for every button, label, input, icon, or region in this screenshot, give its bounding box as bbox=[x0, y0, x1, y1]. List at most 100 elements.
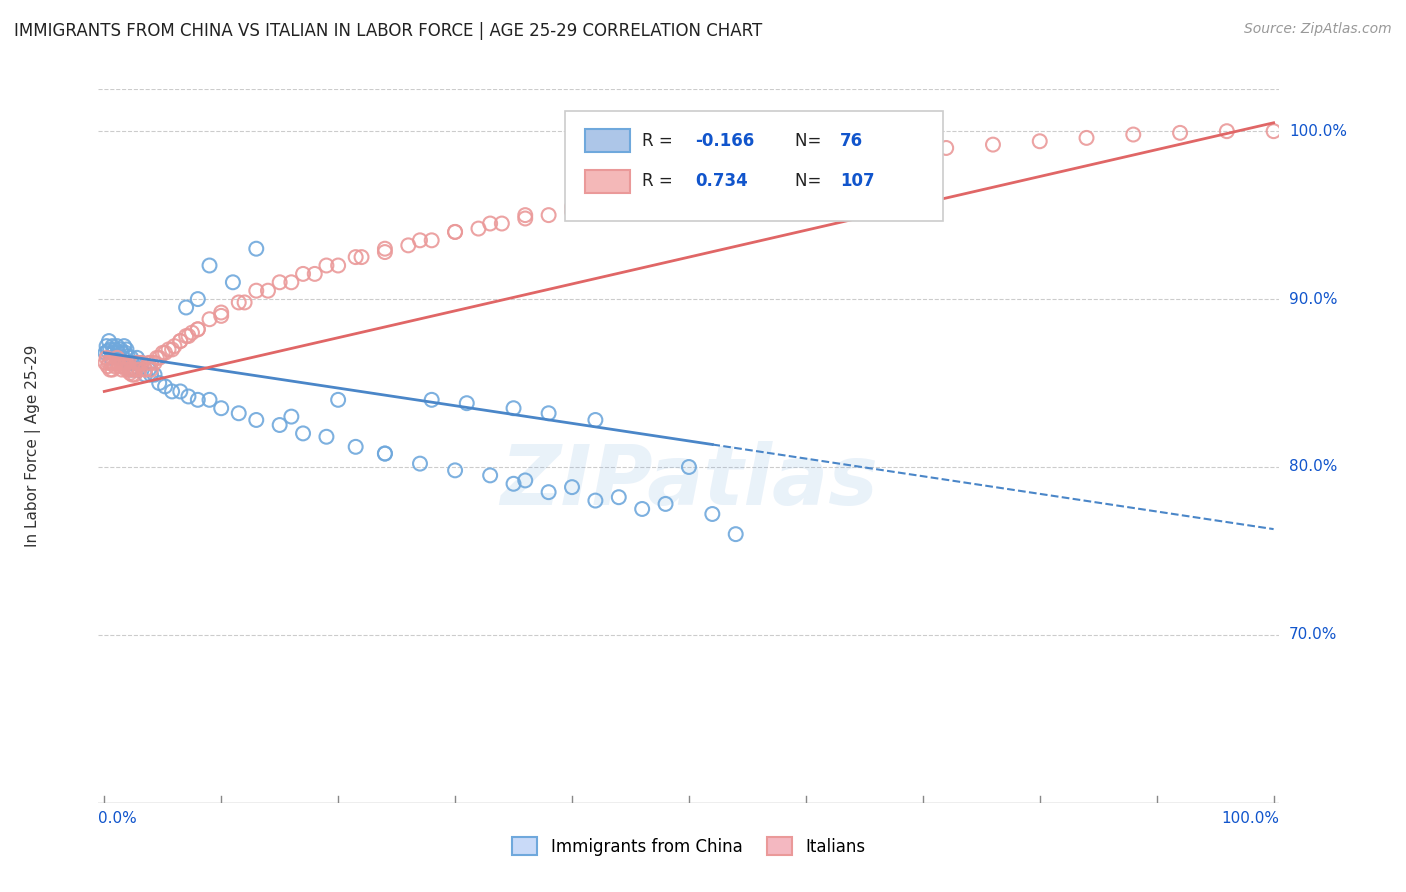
Point bbox=[100, 351, 122, 365]
Point bbox=[935, 141, 957, 155]
Point bbox=[515, 211, 537, 226]
Point bbox=[607, 194, 630, 209]
Point bbox=[374, 245, 396, 260]
Point bbox=[245, 284, 267, 298]
Point bbox=[104, 356, 127, 370]
Point bbox=[187, 322, 209, 336]
Point bbox=[724, 175, 747, 189]
Text: In Labor Force | Age 25-29: In Labor Force | Age 25-29 bbox=[25, 345, 41, 547]
Point bbox=[110, 356, 132, 370]
Point bbox=[105, 351, 128, 365]
Point bbox=[444, 463, 467, 477]
Point bbox=[187, 392, 209, 407]
Point bbox=[304, 267, 326, 281]
Point bbox=[583, 413, 606, 427]
Point bbox=[104, 349, 127, 363]
Text: R =: R = bbox=[641, 132, 678, 150]
Point bbox=[124, 356, 146, 370]
Point bbox=[479, 468, 502, 483]
Point bbox=[315, 259, 337, 273]
Point bbox=[160, 343, 183, 357]
Point bbox=[724, 527, 747, 541]
Point bbox=[111, 356, 134, 370]
Point bbox=[583, 200, 606, 214]
Text: N=: N= bbox=[796, 171, 827, 189]
Point bbox=[1216, 124, 1239, 138]
Point bbox=[889, 145, 911, 159]
Point bbox=[269, 275, 291, 289]
Point bbox=[181, 326, 204, 340]
Point bbox=[134, 362, 156, 376]
Point bbox=[105, 339, 128, 353]
Point bbox=[654, 183, 676, 197]
FancyBboxPatch shape bbox=[565, 111, 943, 221]
Point bbox=[103, 356, 125, 370]
Point bbox=[702, 175, 724, 189]
Text: N=: N= bbox=[796, 132, 827, 150]
Point bbox=[198, 259, 221, 273]
Point bbox=[112, 359, 135, 374]
Point bbox=[118, 362, 141, 376]
Point bbox=[344, 250, 367, 264]
Point bbox=[139, 368, 162, 382]
Point bbox=[169, 334, 191, 348]
Point bbox=[103, 346, 125, 360]
Point bbox=[97, 356, 120, 370]
Point bbox=[111, 346, 134, 360]
Point bbox=[374, 242, 396, 256]
Point bbox=[139, 356, 162, 370]
Point bbox=[502, 476, 524, 491]
Point bbox=[153, 346, 176, 360]
Point bbox=[502, 401, 524, 416]
Text: 70.0%: 70.0% bbox=[1289, 627, 1337, 642]
Point bbox=[125, 351, 148, 365]
Point bbox=[245, 242, 267, 256]
Point bbox=[209, 309, 232, 323]
Point bbox=[794, 158, 817, 172]
Point bbox=[702, 507, 724, 521]
Point bbox=[1263, 124, 1285, 138]
Point bbox=[607, 490, 630, 504]
Point bbox=[678, 460, 700, 475]
Point bbox=[117, 359, 139, 374]
Point bbox=[607, 191, 630, 205]
Point bbox=[280, 409, 302, 424]
Point bbox=[163, 339, 186, 353]
Point bbox=[152, 346, 174, 360]
Point bbox=[120, 362, 142, 376]
Point bbox=[479, 217, 502, 231]
Point bbox=[114, 346, 136, 360]
Point bbox=[125, 362, 148, 376]
Text: Source: ZipAtlas.com: Source: ZipAtlas.com bbox=[1244, 22, 1392, 37]
Point bbox=[157, 343, 180, 357]
Point bbox=[257, 284, 280, 298]
Point bbox=[100, 356, 122, 370]
Point bbox=[222, 275, 245, 289]
Point bbox=[125, 356, 148, 370]
Point bbox=[104, 343, 127, 357]
Text: ZIPatlas: ZIPatlas bbox=[501, 442, 877, 522]
Point bbox=[702, 178, 724, 192]
Point bbox=[121, 368, 143, 382]
Point bbox=[107, 356, 129, 370]
Point bbox=[143, 356, 166, 370]
Point bbox=[561, 200, 583, 214]
Point bbox=[97, 344, 120, 359]
Point bbox=[748, 166, 770, 180]
Point bbox=[143, 368, 166, 382]
Text: 107: 107 bbox=[841, 171, 875, 189]
Text: 100.0%: 100.0% bbox=[1289, 124, 1347, 138]
Point bbox=[467, 221, 489, 235]
Point bbox=[583, 493, 606, 508]
Point bbox=[537, 406, 560, 420]
Point bbox=[1168, 126, 1191, 140]
Point bbox=[169, 334, 191, 348]
Point bbox=[420, 392, 443, 407]
Point bbox=[153, 379, 176, 393]
Point bbox=[138, 356, 160, 370]
Point bbox=[841, 149, 863, 163]
Point bbox=[818, 158, 841, 172]
Point bbox=[292, 267, 315, 281]
Point bbox=[678, 183, 700, 197]
Text: 0.734: 0.734 bbox=[695, 171, 748, 189]
